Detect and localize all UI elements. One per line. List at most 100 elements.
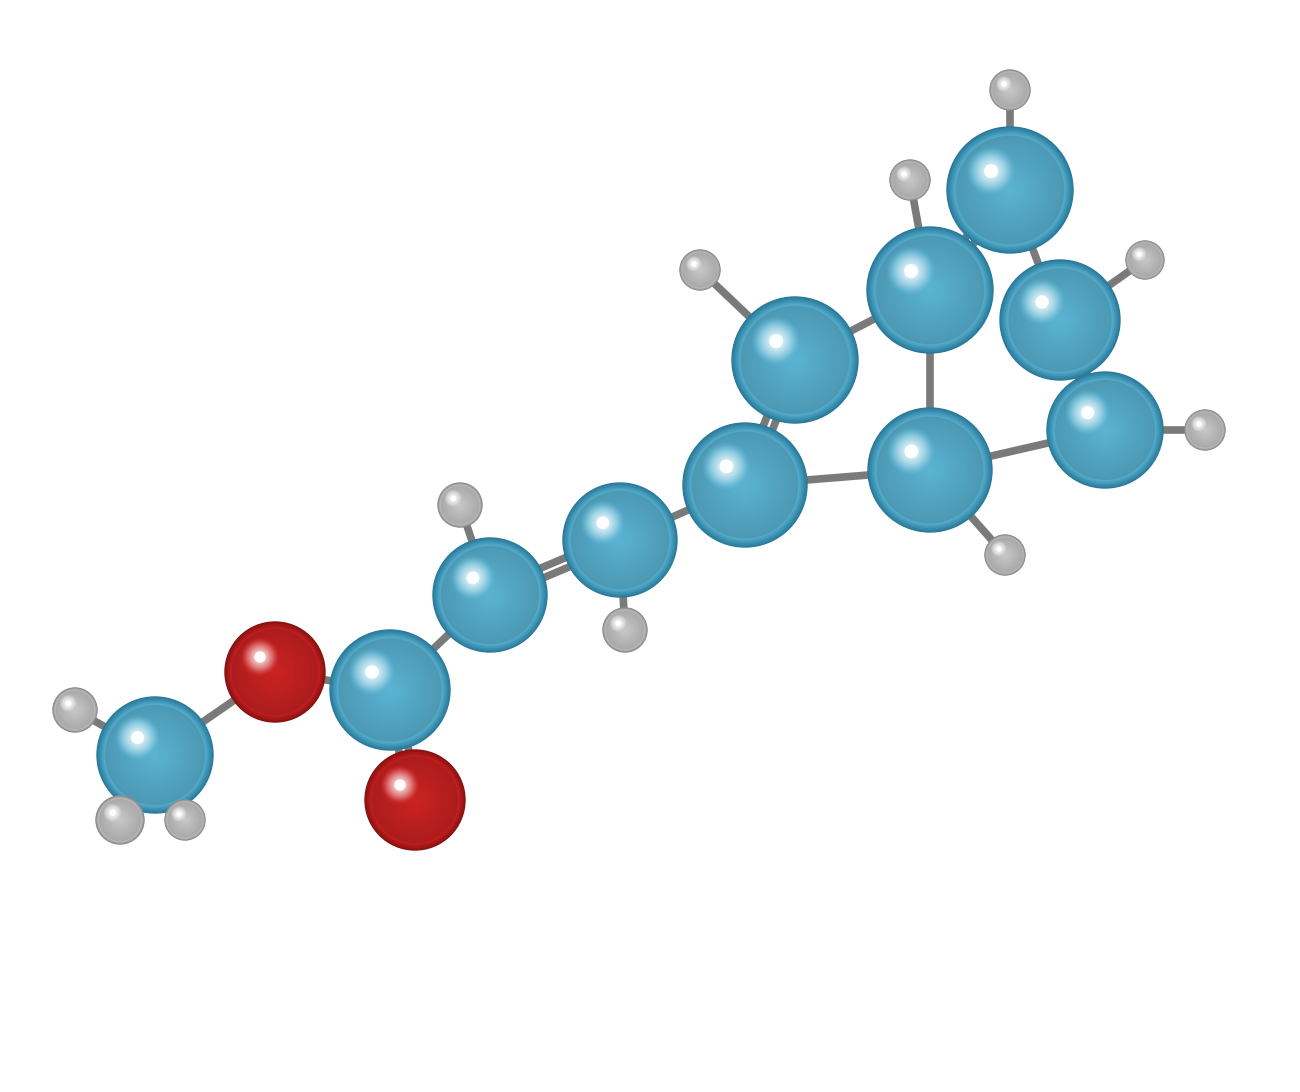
Circle shape: [350, 650, 430, 731]
Circle shape: [109, 809, 131, 831]
Circle shape: [1034, 294, 1050, 310]
Circle shape: [1065, 390, 1145, 471]
Circle shape: [109, 808, 131, 831]
Circle shape: [753, 318, 837, 403]
Circle shape: [339, 639, 441, 741]
Circle shape: [1006, 187, 1013, 193]
Circle shape: [1009, 189, 1011, 191]
Circle shape: [711, 451, 779, 519]
Circle shape: [130, 729, 146, 746]
Circle shape: [686, 256, 702, 272]
Circle shape: [384, 769, 416, 802]
Circle shape: [1002, 551, 1008, 558]
Circle shape: [406, 790, 425, 810]
Circle shape: [692, 261, 708, 278]
Circle shape: [1195, 420, 1202, 428]
Circle shape: [395, 780, 406, 790]
Circle shape: [1197, 422, 1213, 438]
Circle shape: [1002, 82, 1006, 86]
Circle shape: [269, 666, 281, 678]
Circle shape: [615, 620, 621, 627]
Circle shape: [610, 615, 641, 645]
Circle shape: [1002, 83, 1005, 85]
Circle shape: [142, 741, 168, 768]
Circle shape: [894, 164, 926, 195]
Circle shape: [442, 487, 478, 523]
Circle shape: [1030, 290, 1089, 351]
Circle shape: [1132, 248, 1145, 261]
Circle shape: [996, 545, 1002, 553]
Circle shape: [872, 232, 988, 348]
Circle shape: [179, 815, 191, 826]
Circle shape: [898, 259, 962, 321]
Circle shape: [61, 697, 88, 724]
Circle shape: [993, 543, 1017, 567]
Circle shape: [753, 317, 800, 365]
Circle shape: [455, 500, 464, 509]
Circle shape: [705, 444, 749, 489]
Circle shape: [602, 522, 604, 524]
Circle shape: [1131, 246, 1160, 274]
Circle shape: [126, 726, 185, 784]
Circle shape: [1091, 415, 1119, 444]
Circle shape: [611, 532, 629, 548]
Circle shape: [465, 570, 481, 586]
Circle shape: [997, 546, 1014, 563]
Circle shape: [1196, 422, 1214, 439]
Circle shape: [351, 651, 394, 693]
Circle shape: [138, 737, 173, 772]
Circle shape: [1057, 382, 1153, 478]
Circle shape: [728, 468, 762, 502]
Circle shape: [177, 812, 181, 816]
Circle shape: [992, 542, 1006, 557]
Circle shape: [1000, 80, 1009, 88]
Circle shape: [1008, 87, 1013, 93]
Circle shape: [762, 328, 790, 355]
Circle shape: [727, 466, 763, 503]
Circle shape: [114, 814, 126, 826]
Circle shape: [1036, 296, 1048, 308]
Circle shape: [703, 443, 750, 490]
Circle shape: [62, 698, 87, 722]
Circle shape: [889, 250, 932, 293]
Circle shape: [766, 330, 826, 390]
Circle shape: [378, 763, 451, 836]
Circle shape: [356, 656, 387, 688]
Circle shape: [480, 585, 500, 605]
Circle shape: [901, 170, 919, 190]
Circle shape: [706, 446, 748, 487]
Circle shape: [897, 167, 911, 181]
Circle shape: [380, 765, 450, 835]
Circle shape: [1134, 249, 1156, 271]
Circle shape: [178, 814, 191, 827]
Circle shape: [902, 262, 958, 319]
Circle shape: [1101, 426, 1109, 435]
Circle shape: [442, 547, 538, 643]
Circle shape: [891, 161, 930, 200]
Circle shape: [594, 513, 612, 532]
Circle shape: [376, 761, 454, 839]
Circle shape: [1006, 86, 1014, 94]
Circle shape: [749, 314, 841, 405]
Circle shape: [698, 439, 792, 532]
Circle shape: [177, 811, 194, 829]
Circle shape: [1054, 314, 1066, 327]
Circle shape: [997, 76, 1011, 92]
Circle shape: [359, 658, 385, 685]
Circle shape: [991, 541, 1019, 570]
Circle shape: [898, 168, 922, 191]
Circle shape: [120, 721, 190, 790]
Circle shape: [889, 429, 970, 510]
Circle shape: [1053, 378, 1157, 483]
Circle shape: [174, 809, 195, 831]
Circle shape: [1127, 241, 1164, 278]
Circle shape: [900, 169, 909, 178]
Circle shape: [1200, 426, 1209, 435]
Circle shape: [784, 349, 806, 371]
Circle shape: [1035, 295, 1049, 309]
Circle shape: [992, 543, 1006, 556]
Circle shape: [731, 471, 759, 499]
Circle shape: [61, 696, 77, 711]
Circle shape: [566, 486, 675, 594]
Circle shape: [53, 688, 98, 732]
